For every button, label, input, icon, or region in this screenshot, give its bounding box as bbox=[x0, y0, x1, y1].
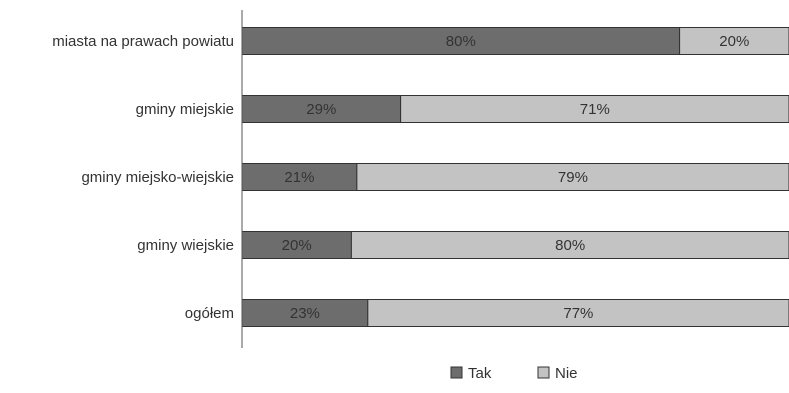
bar-nie-ogolem bbox=[367, 299, 789, 327]
legend: Tak Nie bbox=[450, 365, 578, 382]
value-label-tak-gminy-miejskie: 29% bbox=[306, 101, 336, 118]
value-label-nie-miasta-na-prawach-powiatu: 20% bbox=[719, 33, 749, 50]
bar-nie-gminy-wiejskie bbox=[350, 231, 789, 259]
legend-swatch-tak bbox=[450, 366, 463, 379]
category-label-gminy-miejsko-wiejskie: gminy miejsko-wiejskie bbox=[81, 169, 234, 186]
value-label-tak-ogolem: 23% bbox=[290, 305, 320, 322]
bar-tak-gminy-miejskie bbox=[241, 95, 402, 123]
bar-nie-miasta-na-prawach-powiatu bbox=[679, 27, 789, 55]
value-label-nie-gminy-miejsko-wiejskie: 79% bbox=[558, 169, 588, 186]
category-label-gminy-miejskie: gminy miejskie bbox=[136, 101, 234, 118]
category-labels: miasta na prawach powiatu gminy miejskie g… bbox=[52, 33, 234, 322]
value-label-tak-gminy-miejsko-wiejskie: 21% bbox=[284, 169, 314, 186]
legend-swatch-nie bbox=[537, 366, 550, 379]
value-label-tak-miasta-na-prawach-powiatu: 80% bbox=[446, 33, 476, 50]
value-label-nie-gminy-miejskie: 71% bbox=[580, 101, 610, 118]
value-label-nie-ogolem: 77% bbox=[563, 305, 593, 322]
bars-layer: 80% 20% 29% 71% 21% 79% 20% 80% 23% 77% bbox=[241, 27, 789, 327]
value-label-nie-gminy-wiejskie: 80% bbox=[555, 237, 585, 254]
bar-tak-miasta-na-prawach-powiatu bbox=[241, 27, 681, 55]
category-label-miasta-na-prawach-powiatu: miasta na prawach powiatu bbox=[52, 33, 234, 50]
value-label-tak-gminy-wiejskie: 20% bbox=[282, 237, 312, 254]
bar-tak-ogolem bbox=[241, 299, 369, 327]
bar-nie-gminy-miejskie bbox=[400, 95, 789, 123]
legend-label-tak: Tak bbox=[468, 365, 492, 382]
category-label-gminy-wiejskie: gminy wiejskie bbox=[137, 237, 234, 254]
category-label-ogolem: ogółem bbox=[185, 305, 234, 322]
legend-label-nie: Nie bbox=[555, 365, 578, 382]
bar-nie-gminy-miejsko-wiejskie bbox=[356, 163, 789, 191]
